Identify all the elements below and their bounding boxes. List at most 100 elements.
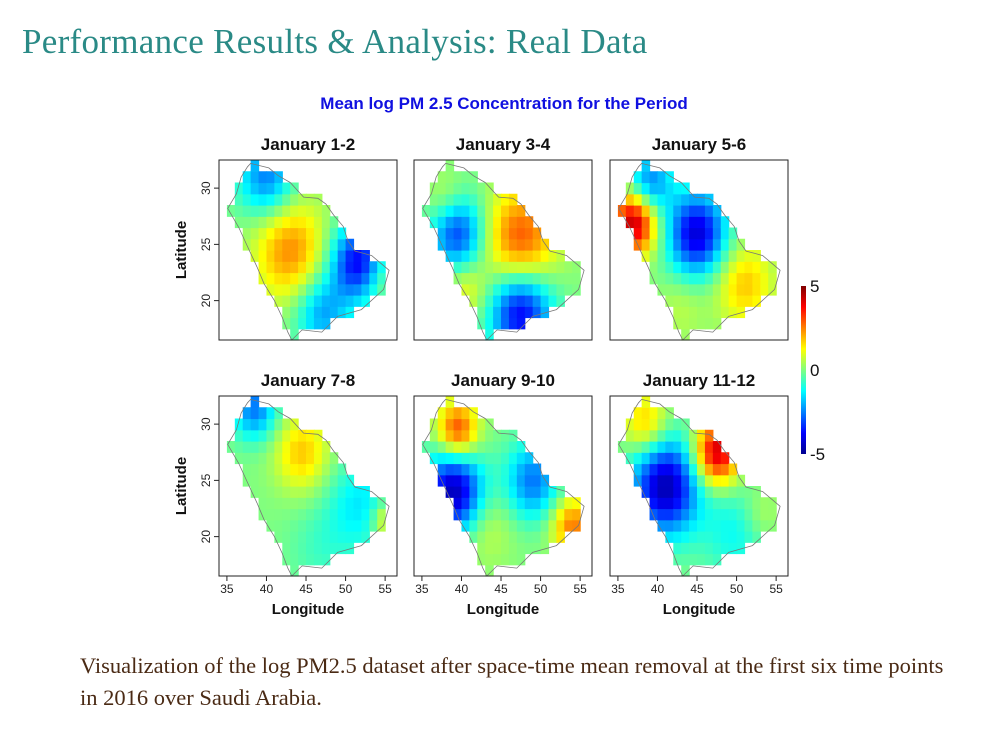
heat-cell [282, 542, 291, 555]
heat-cell [437, 205, 447, 217]
heat-cell [633, 171, 643, 184]
heat-cell [290, 283, 299, 296]
heat-cell [744, 250, 753, 262]
heat-cell [445, 160, 455, 172]
heat-cell [673, 283, 682, 296]
heat-cell [250, 407, 260, 420]
heat-cell [353, 283, 362, 296]
heat-cell [274, 227, 283, 240]
heat-cell [548, 486, 557, 498]
heat-cell [282, 193, 291, 206]
heat-cell [461, 508, 470, 521]
heat-cell [266, 441, 275, 453]
heat-cell [477, 553, 486, 566]
heat-cell [704, 295, 714, 307]
heat-cell [673, 429, 682, 442]
heat-cell [461, 182, 470, 195]
heat-cell [524, 261, 534, 274]
heat-cell [306, 486, 315, 498]
heat-cell [493, 486, 502, 498]
heat-cell [508, 486, 518, 498]
heat-cell [321, 508, 331, 521]
heat-cell [697, 238, 706, 251]
heat-cell [501, 429, 510, 442]
heat-cell [752, 283, 761, 296]
heat-cell [445, 407, 455, 420]
heat-cell [556, 497, 565, 510]
heat-cell [744, 272, 753, 285]
colorbar-tick-label: 0 [810, 361, 819, 380]
heat-cell [697, 508, 706, 521]
heat-cell [377, 283, 386, 296]
heat-cell [516, 542, 526, 555]
heat-cell [508, 317, 518, 330]
heat-cell [689, 463, 698, 476]
heat-cell [485, 564, 494, 577]
heat-cell [532, 227, 542, 240]
heat-cell [234, 418, 244, 431]
heat-cell [298, 216, 307, 229]
heat-cell [274, 452, 283, 465]
heat-cell [501, 272, 510, 285]
heat-cell [524, 452, 534, 465]
heat-cell [298, 272, 307, 285]
heat-cell [712, 474, 722, 487]
panel-5-cells [421, 396, 581, 577]
heat-cell [649, 238, 659, 251]
heat-cell [321, 474, 331, 487]
heat-cell [728, 474, 738, 487]
heat-cell [493, 463, 502, 476]
heat-cell [712, 283, 722, 296]
heat-cell [508, 216, 518, 229]
heat-cell [477, 418, 486, 431]
heat-cell [657, 261, 666, 274]
heat-cell [250, 441, 260, 453]
heat-cell [234, 193, 244, 206]
heat-cell [508, 272, 518, 285]
heat-cell [516, 508, 526, 521]
heat-cell [516, 553, 526, 566]
heat-cell [704, 486, 714, 498]
heat-cell [657, 227, 666, 240]
heat-cell [234, 452, 244, 465]
heat-cell [429, 205, 439, 217]
heat-cell [461, 429, 470, 442]
heat-cell [258, 193, 268, 206]
heat-cell [258, 238, 268, 251]
heat-cell [493, 317, 502, 330]
heat-cell [736, 542, 746, 555]
heat-cell [329, 261, 339, 274]
heat-cell [329, 508, 339, 521]
heat-cell [345, 486, 355, 498]
heat-cell [477, 508, 486, 521]
heat-cell [250, 238, 260, 251]
heat-cell [673, 182, 682, 195]
heat-cell [540, 283, 550, 296]
heat-cell [345, 474, 355, 487]
heat-cell [313, 193, 323, 206]
heat-cell [681, 452, 690, 465]
heat-cell [657, 429, 666, 442]
heat-cell [266, 216, 275, 229]
heat-cell [493, 193, 502, 206]
heat-cell [485, 272, 494, 285]
heat-cell [532, 283, 542, 296]
heat-cell [274, 486, 283, 498]
heat-cell [712, 519, 722, 532]
heat-cell [313, 317, 323, 330]
heat-cell [532, 306, 542, 319]
heat-cell [258, 407, 268, 420]
heat-cell [266, 193, 275, 206]
heat-cell [681, 295, 690, 307]
x-tick-label: 40 [651, 582, 665, 596]
y-tick-label: 20 [199, 294, 213, 308]
heat-cell [665, 508, 674, 521]
heat-cell [345, 238, 355, 251]
heat-cell [485, 508, 494, 521]
heat-cell [556, 519, 565, 532]
heat-cell [266, 261, 275, 274]
heat-cell [313, 227, 323, 240]
heat-cell [641, 463, 651, 476]
heat-cell [306, 474, 315, 487]
heat-cell [625, 216, 635, 229]
